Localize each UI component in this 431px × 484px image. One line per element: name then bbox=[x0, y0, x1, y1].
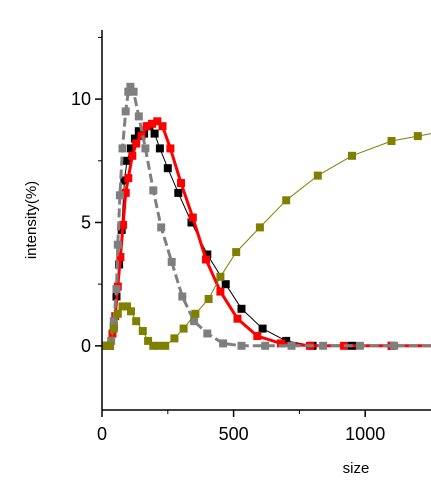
data-point bbox=[187, 218, 196, 227]
data-point bbox=[118, 302, 127, 311]
data-point bbox=[202, 255, 210, 264]
y-tick-label: 5 bbox=[81, 212, 91, 232]
ticks-layer: 0 5 10 0 500 1000 bbox=[71, 36, 385, 444]
data-point bbox=[287, 341, 296, 350]
data-point bbox=[413, 132, 422, 141]
x-axis-title: size bbox=[343, 460, 370, 477]
data-point bbox=[191, 309, 200, 318]
data-point bbox=[127, 307, 135, 316]
data-point bbox=[204, 295, 213, 303]
data-point bbox=[355, 341, 364, 350]
data-point bbox=[161, 341, 170, 350]
data-point bbox=[128, 151, 137, 160]
data-point bbox=[203, 250, 212, 259]
data-point bbox=[174, 188, 183, 197]
data-point bbox=[129, 87, 138, 96]
y-axis-title: intensity(%) bbox=[23, 181, 40, 259]
series-layer bbox=[101, 82, 431, 350]
data-point bbox=[190, 317, 199, 326]
series-1 bbox=[101, 122, 431, 350]
data-point bbox=[142, 122, 151, 131]
data-point bbox=[319, 341, 328, 350]
data-point bbox=[167, 257, 176, 266]
y-tick-label: 0 bbox=[81, 336, 91, 356]
data-point bbox=[150, 129, 159, 138]
data-point bbox=[123, 302, 131, 311]
data-point bbox=[255, 223, 264, 232]
data-point bbox=[277, 339, 285, 348]
data-point bbox=[258, 324, 267, 333]
data-point bbox=[132, 139, 141, 148]
data-point bbox=[221, 280, 230, 289]
data-point bbox=[253, 332, 262, 340]
y-tick-label: 10 bbox=[71, 89, 91, 109]
data-point bbox=[179, 324, 188, 333]
data-point bbox=[116, 253, 125, 261]
data-point bbox=[390, 341, 399, 350]
data-point bbox=[127, 144, 135, 153]
data-point bbox=[203, 329, 212, 338]
data-point bbox=[118, 144, 127, 153]
data-point bbox=[170, 334, 179, 343]
data-point bbox=[141, 144, 150, 153]
data-point bbox=[237, 304, 246, 313]
data-point bbox=[112, 285, 121, 294]
data-point bbox=[313, 171, 322, 180]
data-point bbox=[109, 324, 118, 333]
data-point bbox=[153, 117, 162, 126]
data-point bbox=[188, 213, 197, 222]
data-point bbox=[216, 287, 225, 296]
data-point bbox=[119, 220, 128, 229]
data-point bbox=[219, 339, 228, 348]
data-point bbox=[166, 144, 175, 153]
series-2-line bbox=[105, 119, 431, 348]
data-point bbox=[216, 272, 225, 281]
data-point bbox=[177, 179, 185, 187]
data-point bbox=[178, 292, 187, 301]
data-point bbox=[115, 191, 124, 200]
data-point bbox=[237, 341, 246, 350]
data-point bbox=[130, 134, 139, 143]
data-point bbox=[105, 341, 114, 350]
data-point bbox=[138, 327, 147, 335]
data-point bbox=[132, 317, 141, 326]
data-point bbox=[149, 186, 158, 195]
data-point bbox=[148, 119, 156, 128]
x-tick-label: 500 bbox=[219, 424, 249, 444]
x-tick-label: 0 bbox=[97, 424, 107, 444]
series-4-line bbox=[105, 133, 431, 347]
data-point bbox=[261, 341, 270, 350]
data-point bbox=[158, 122, 167, 131]
series-4 bbox=[101, 132, 431, 350]
data-point bbox=[121, 107, 130, 116]
data-point bbox=[134, 112, 143, 121]
data-point bbox=[154, 341, 163, 350]
data-point bbox=[124, 174, 133, 183]
x-tick-label: 1000 bbox=[345, 424, 385, 444]
data-point bbox=[155, 144, 164, 153]
data-point bbox=[134, 127, 143, 136]
data-point bbox=[348, 151, 356, 160]
data-point bbox=[124, 87, 133, 96]
data-point bbox=[233, 314, 242, 323]
data-point bbox=[282, 336, 291, 345]
data-point bbox=[282, 196, 291, 205]
data-point bbox=[149, 341, 158, 350]
data-point bbox=[113, 309, 122, 318]
data-point bbox=[144, 336, 153, 345]
data-point bbox=[157, 223, 166, 232]
data-point bbox=[123, 156, 131, 165]
data-point bbox=[113, 240, 122, 249]
data-point bbox=[232, 248, 241, 257]
data-point bbox=[126, 82, 135, 91]
data-point bbox=[387, 137, 396, 145]
data-point bbox=[163, 164, 172, 173]
series-2 bbox=[101, 117, 431, 350]
series-1-line bbox=[105, 125, 431, 347]
data-point bbox=[121, 188, 130, 197]
data-point bbox=[109, 317, 118, 326]
